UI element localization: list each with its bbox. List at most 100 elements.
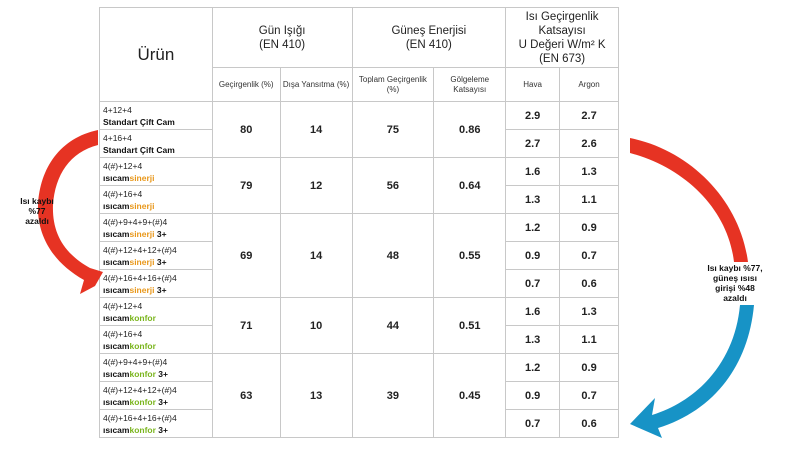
header-daylight-col1: Geçirgenlik (%) <box>211 67 281 102</box>
daylight-transmission-cell: 79 <box>211 157 281 214</box>
product-config: 4+16+4 <box>103 132 132 143</box>
left-annotation-line1: Isı kaybı <box>20 196 54 206</box>
u-value-argon-cell: 0.9 <box>559 213 619 242</box>
header-heat-col1: Hava <box>505 67 561 102</box>
product-cell: 4(#)+12+4+12+(#)4 ısıcamkonfor 3+ <box>99 381 213 410</box>
shading-coefficient-cell: 0.45 <box>433 353 507 438</box>
product-line: konfor <box>129 396 156 407</box>
left-annotation-line3: azaldı <box>25 216 49 226</box>
product-line: konfor <box>129 368 156 379</box>
header-daylight-standard: (EN 410) <box>259 38 306 51</box>
header-product: Ürün <box>99 7 213 102</box>
table-row: 4+12+4 Standart Çift Cam 80 14 75 0.86 2.9 2.7 <box>99 101 619 158</box>
daylight-transmission-cell: 69 <box>211 213 281 298</box>
right-red-arrow-icon <box>630 138 748 262</box>
u-value-air-cell: 2.9 <box>505 101 561 130</box>
u-value-air-cell: 1.6 <box>505 297 561 326</box>
right-annotation-line1: Isı kaybı %77, <box>707 263 763 273</box>
header-solar-col2: Gölgeleme Katsayısı <box>433 67 507 102</box>
product-config: 4(#)+12+4 <box>103 300 143 311</box>
product-name: ısıcamsinerji 3+ <box>103 228 212 240</box>
daylight-reflection-cell: 13 <box>279 353 353 438</box>
table-row: 4(#)+12+4+12+(#)4 ısıcamkonfor 3+ 0.9 0.7 <box>99 381 619 410</box>
product-config: 4(#)+16+4+16+(#)4 <box>103 412 177 423</box>
solar-total-transmission-cell: 39 <box>351 353 435 438</box>
header-daylight-title: Gün Işığı <box>258 24 306 37</box>
product-config: 4(#)+16+4+16+(#)4 <box>103 272 177 283</box>
product-line: sinerji <box>129 172 155 183</box>
product-suffix: 3+ <box>154 284 167 295</box>
table-row: 4(#)+12+4 ısıcamkonfor 71 10 44 0.51 1.6 1.3 <box>99 297 619 354</box>
product-name: Standart Çift Cam <box>103 144 212 156</box>
header-heat: Isı Geçirgenlik Katsayısı U Değeri W/m² … <box>505 7 619 68</box>
daylight-reflection-cell: 10 <box>279 297 353 354</box>
product-line: sinerji <box>129 228 155 239</box>
product-name: Standart Çift Cam <box>103 116 212 128</box>
product-brand: Standart Çift Cam <box>103 144 175 155</box>
product-name: ısıcamsinerji 3+ <box>103 284 212 296</box>
product-line: konfor <box>129 312 156 323</box>
product-line: konfor <box>129 424 156 435</box>
product-brand: ısıcam <box>103 368 130 379</box>
table-row: 4(#)+16+4+16+(#)4 ısıcamsinerji 3+ 0.7 0.6 <box>99 269 619 298</box>
product-config: 4(#)+12+4 <box>103 160 143 171</box>
solar-total-transmission-cell: 48 <box>351 213 435 298</box>
daylight-reflection-cell: 14 <box>279 213 353 298</box>
header-heat-line2: Katsayısı <box>538 24 586 37</box>
product-brand: ısıcam <box>103 396 130 407</box>
product-cell: 4(#)+16+4 ısıcamkonfor <box>99 325 213 354</box>
u-value-argon-cell: 0.7 <box>559 241 619 270</box>
product-suffix: 3+ <box>155 424 168 435</box>
product-cell: 4(#)+9+4+9+(#)4 ısıcamkonfor 3+ <box>99 353 213 382</box>
product-name: ısıcamkonfor 3+ <box>103 368 212 380</box>
table-row: 4(#)+16+4 ısıcamsinerji 1.3 1.1 <box>99 185 619 214</box>
product-brand: ısıcam <box>103 200 130 211</box>
product-cell: 4+16+4 Standart Çift Cam <box>99 129 213 158</box>
solar-total-transmission-cell: 56 <box>351 157 435 214</box>
product-suffix: 3+ <box>155 396 168 407</box>
product-brand: ısıcam <box>103 312 130 323</box>
header-solar: Güneş Enerjisi (EN 410) <box>351 7 507 68</box>
table-row: 4(#)+9+4+9+(#)4 ısıcamkonfor 3+ 63 13 39 0.45… <box>99 353 619 438</box>
product-cell: 4(#)+16+4+16+(#)4 ısıcamkonfor 3+ <box>99 409 213 438</box>
right-annotation-line2: güneş ısısı <box>713 273 757 283</box>
shading-coefficient-cell: 0.55 <box>433 213 507 298</box>
u-value-argon-cell: 2.7 <box>559 101 619 130</box>
product-cell: 4+12+4 Standart Çift Cam <box>99 101 213 130</box>
table-row: 4+16+4 Standart Çift Cam 2.7 2.6 <box>99 129 619 158</box>
product-cell: 4(#)+12+4+12+(#)4 ısıcamsinerji 3+ <box>99 241 213 270</box>
header-heat-line3: U Değeri W/m² K <box>518 38 606 51</box>
header-solar-col1: Toplam Geçirgenlik (%) <box>351 67 435 102</box>
header-heat-col2: Argon <box>559 67 619 102</box>
daylight-transmission-cell: 71 <box>211 297 281 354</box>
u-value-air-cell: 1.2 <box>505 213 561 242</box>
right-annotation-line4: azaldı <box>723 293 747 303</box>
product-config: 4(#)+12+4+12+(#)4 <box>103 244 177 255</box>
right-annotation: Isı kaybı %77, güneş ısısı girişi %48 az… <box>690 263 780 303</box>
product-config: 4+12+4 <box>103 104 132 115</box>
product-name: ısıcamkonfor <box>103 312 212 324</box>
daylight-transmission-cell: 80 <box>211 101 281 158</box>
daylight-transmission-cell: 63 <box>211 353 281 438</box>
left-annotation: Isı kaybı %77 azaldı <box>8 196 66 226</box>
right-annotation-line3: girişi %48 <box>715 283 755 293</box>
product-cell: 4(#)+16+4+16+(#)4 ısıcamsinerji 3+ <box>99 269 213 298</box>
product-line: sinerji <box>129 256 155 267</box>
u-value-air-cell: 1.2 <box>505 353 561 382</box>
table-row: 4(#)+16+4+16+(#)4 ısıcamkonfor 3+ 0.7 0.6 <box>99 409 619 438</box>
solar-total-transmission-cell: 75 <box>351 101 435 158</box>
product-brand: ısıcam <box>103 340 130 351</box>
u-value-air-cell: 1.3 <box>505 185 561 214</box>
product-brand: ısıcam <box>103 172 130 183</box>
product-suffix: 3+ <box>154 256 167 267</box>
u-value-argon-cell: 1.3 <box>559 297 619 326</box>
shading-coefficient-cell: 0.51 <box>433 297 507 354</box>
product-brand: ısıcam <box>103 228 130 239</box>
shading-coefficient-cell: 0.64 <box>433 157 507 214</box>
header-daylight-col2: Dışa Yansıtma (%) <box>279 67 353 102</box>
u-value-argon-cell: 0.7 <box>559 381 619 410</box>
product-brand: ısıcam <box>103 284 130 295</box>
header-solar-title: Güneş Enerjisi <box>391 24 467 37</box>
u-value-air-cell: 1.6 <box>505 157 561 186</box>
product-brand: ısıcam <box>103 424 130 435</box>
